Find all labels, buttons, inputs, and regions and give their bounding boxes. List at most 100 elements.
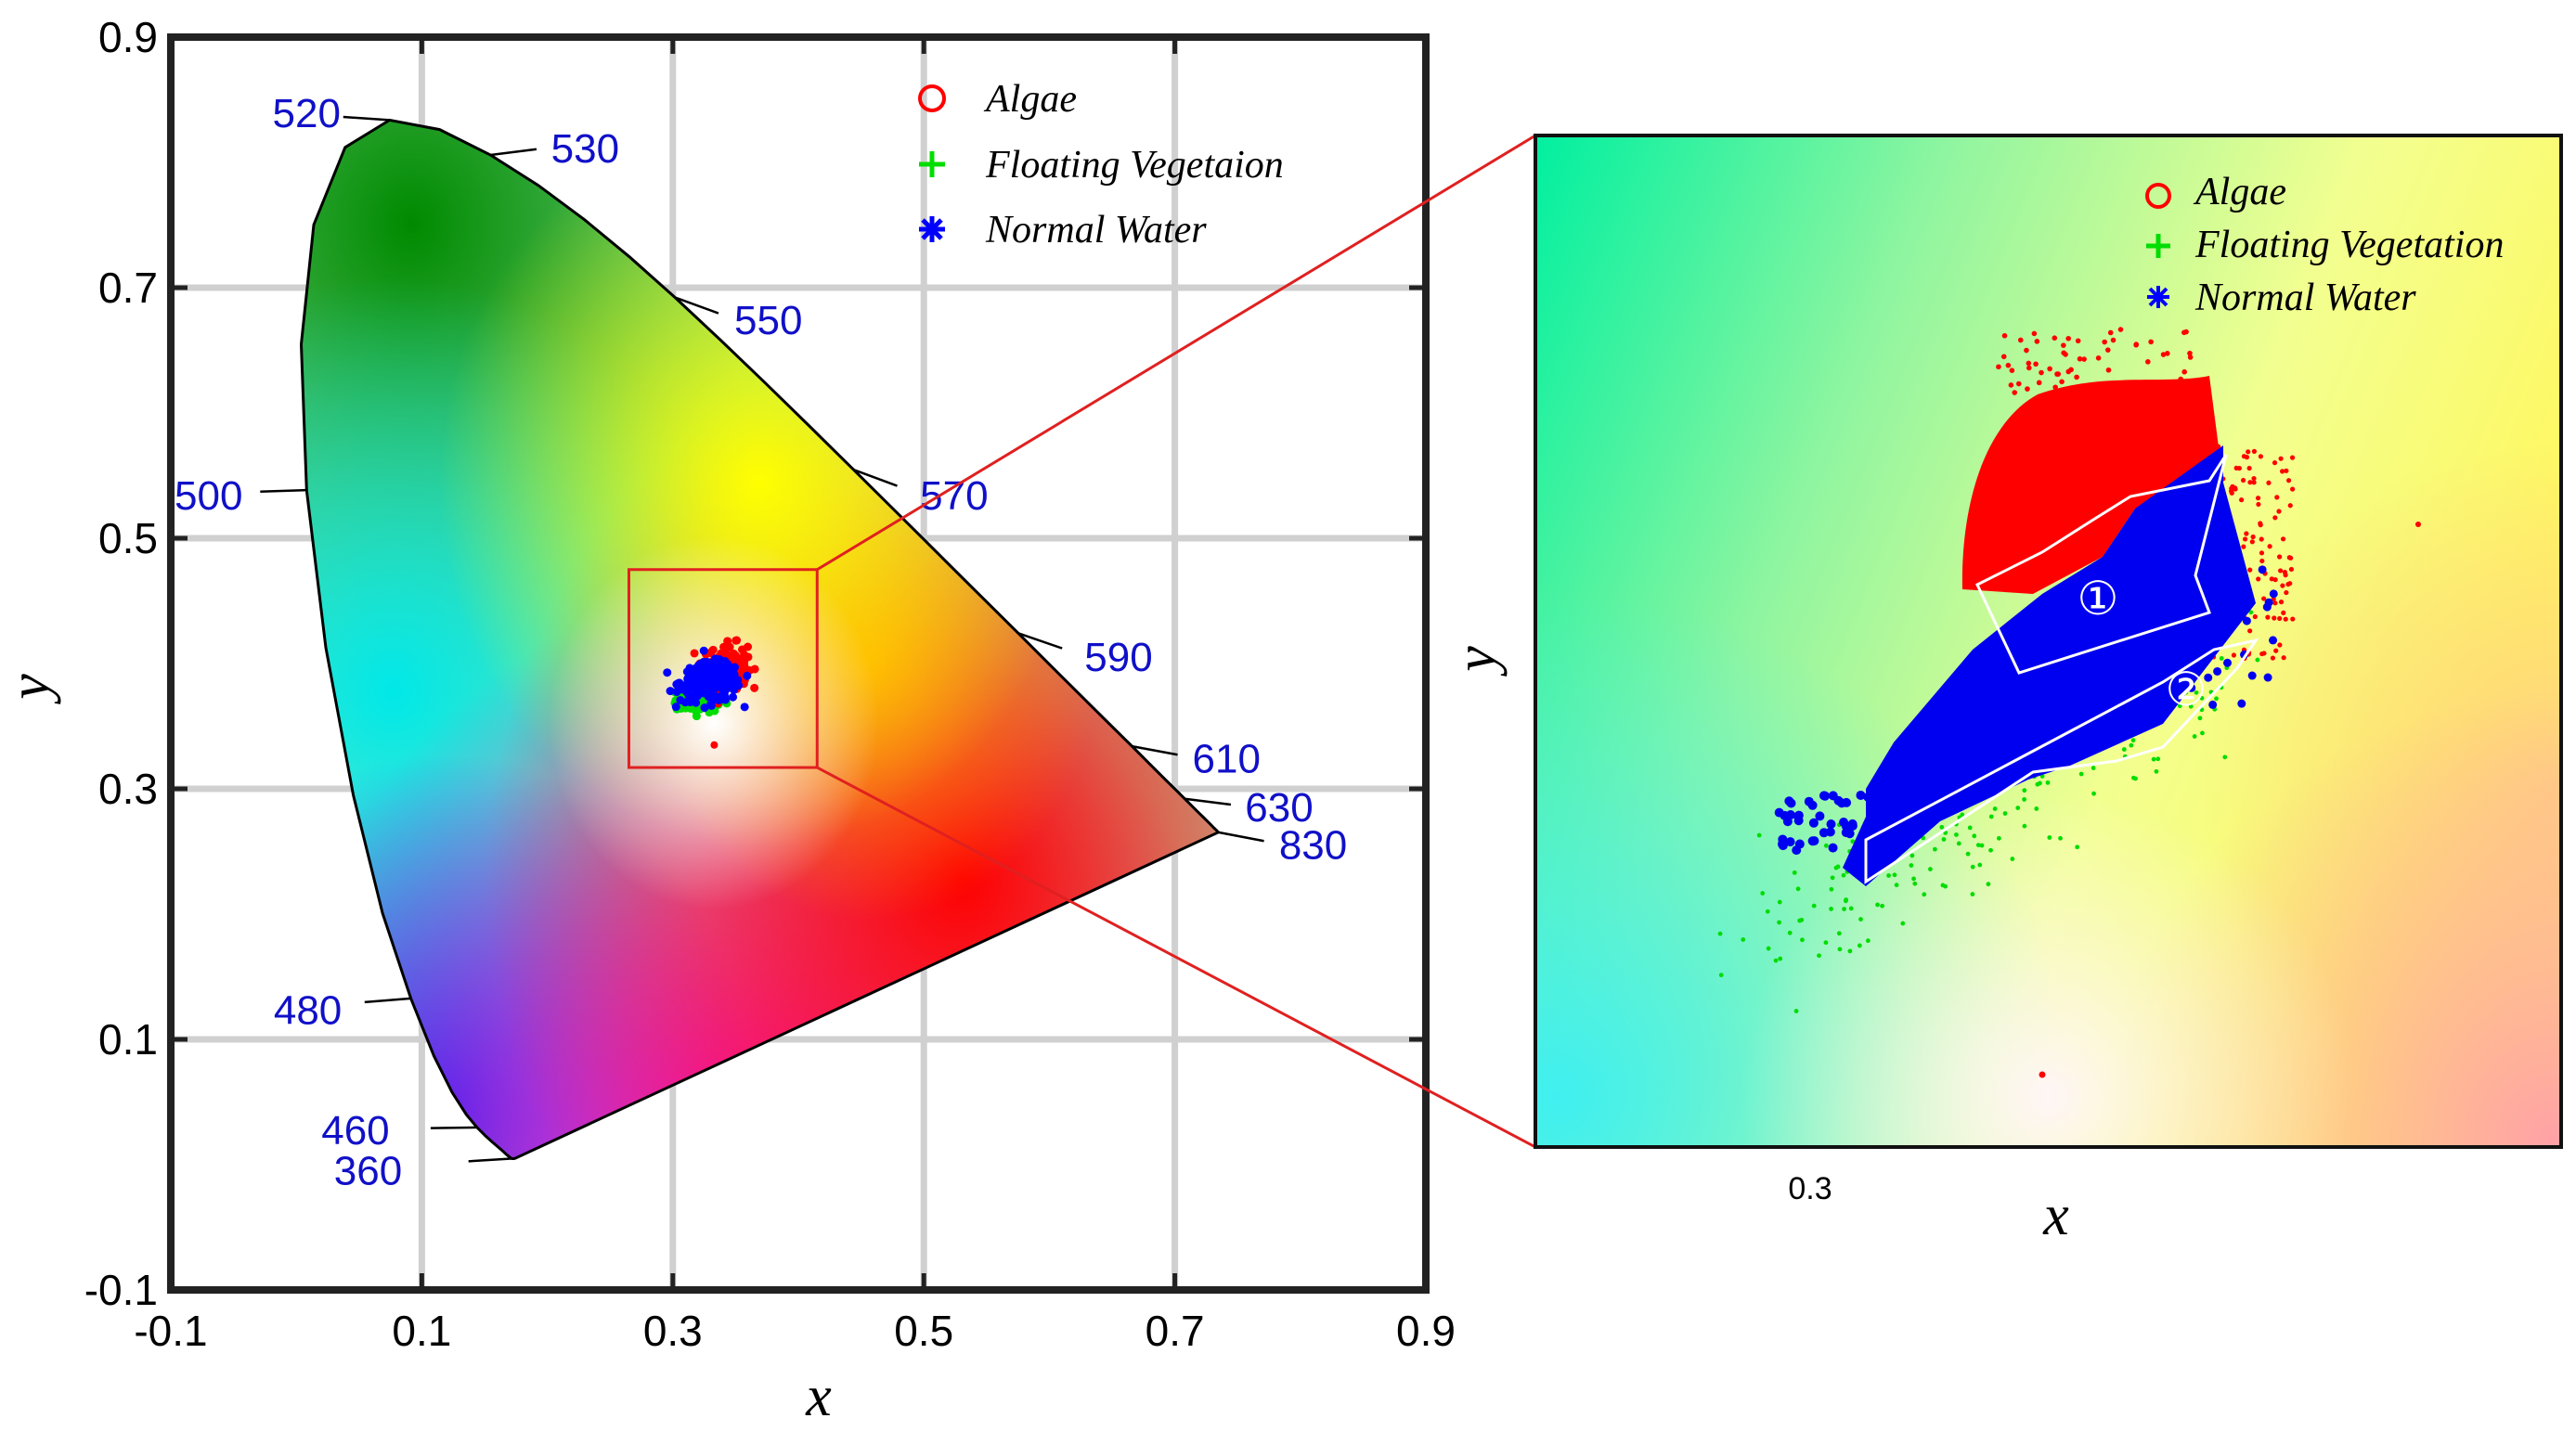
- inset-algae-point: [2008, 382, 2014, 388]
- main-point-normal-water: [712, 694, 721, 703]
- inset-vegetation-point: [1954, 832, 1959, 837]
- inset-algae-point: [2280, 469, 2285, 474]
- inset-water-point: [2264, 598, 2273, 607]
- inset-vegetation-point: [1777, 899, 1782, 905]
- inset-water-point: [2198, 605, 2207, 614]
- wavelength-tick-480: [364, 997, 411, 1004]
- inset-vegetation-point: [1847, 948, 1853, 954]
- inset-algae-point: [2277, 554, 2283, 560]
- inset-algae-point: [2259, 558, 2265, 564]
- inset-vegetation-point: [2058, 835, 2063, 841]
- inset-vegetation-point: [1765, 909, 1770, 914]
- inset-legend-algae-marker: [2145, 183, 2171, 209]
- inset-water-point: [2258, 565, 2267, 574]
- main-point-normal-water: [719, 688, 729, 697]
- inset-algae-point: [2283, 616, 2288, 622]
- inset-vegetation-point: [2194, 690, 2199, 695]
- inset-vegetation-point: [1777, 920, 1782, 925]
- main-point-normal-water: [677, 685, 686, 694]
- inset-algae-point: [2005, 362, 2012, 368]
- zoom-connectors: [816, 134, 1536, 1149]
- y-tick-label: 0.3: [98, 765, 158, 813]
- inset-vegetation-point: [1979, 843, 1985, 848]
- inset-water-point: [2237, 699, 2246, 708]
- inset-algae-point: [2249, 539, 2255, 545]
- inset-algae-point: [2164, 388, 2170, 394]
- main-point-normal-water: [715, 654, 724, 664]
- inset-vegetation-point: [1972, 833, 1977, 839]
- main-point-normal-water: [689, 682, 698, 691]
- inset-algae-point: [2265, 614, 2271, 620]
- inset-algae-point: [2274, 495, 2280, 500]
- inset-algae-point: [2105, 367, 2112, 373]
- inset-algae-point: [2201, 454, 2207, 459]
- wavelength-tick-530: [490, 148, 537, 157]
- inset-algae-point: [2133, 342, 2140, 347]
- inset-algae-point: [2065, 368, 2072, 375]
- inset-water-point: [1809, 836, 1819, 846]
- inset-algae-point: [2246, 465, 2252, 471]
- main-point-normal-water: [695, 688, 705, 697]
- inset-algae-point: [2052, 335, 2058, 341]
- wavelength-tick-570: [853, 468, 898, 487]
- inset-algae-point: [2259, 550, 2265, 556]
- main-point-normal-water: [686, 666, 695, 676]
- inset-algae-point: [2273, 648, 2279, 653]
- wavelength-label-610: 610: [1193, 736, 1261, 781]
- inset-algae-point: [2247, 567, 2253, 573]
- inset-vegetation-point: [1986, 882, 1991, 887]
- inset-vegetation-point: [1909, 853, 1915, 858]
- inset-algae-point: [2240, 477, 2246, 483]
- inset-algae-point: [2059, 379, 2065, 385]
- inset-vegetation-point: [2130, 738, 2136, 743]
- inset-algae-point: [2216, 444, 2221, 449]
- inset-vegetation-point: [1933, 846, 1937, 852]
- inset-vegetation-point: [2091, 791, 2096, 796]
- main-scatter-points: [663, 636, 759, 749]
- inset-vegetation-point: [1817, 953, 1821, 959]
- main-point-normal-water: [663, 668, 672, 677]
- inset-vegetation-point: [1967, 825, 1973, 831]
- y-tick-label: 0.1: [98, 1015, 158, 1064]
- inset-water-point: [2187, 683, 2196, 692]
- wavelength-label-830: 830: [1279, 822, 1347, 868]
- inset-algae-point: [2277, 615, 2283, 622]
- inset-water-point: [1786, 798, 1796, 808]
- legend-algae-marker: [918, 84, 946, 112]
- inset-algae-point: [2160, 352, 2167, 357]
- inset-algae-point: [2075, 338, 2081, 344]
- inset-vegetation-point: [1900, 921, 1906, 926]
- inset-vegetation-point: [2248, 610, 2254, 615]
- main-plot-frame: [167, 33, 1430, 1294]
- inset-water-point: [1855, 843, 1865, 853]
- main-point-algae: [744, 642, 753, 651]
- legend-vegetation-label: Floating Vegetaion: [985, 144, 1284, 187]
- inset-vegetation-point: [1797, 918, 1803, 923]
- inset-vegetation-point: [1848, 906, 1854, 911]
- main-point-normal-water: [705, 688, 714, 697]
- inset-algae-point: [2193, 387, 2198, 393]
- main-point-algae-outlier: [710, 741, 718, 749]
- inset-vegetation-point: [1844, 897, 1849, 902]
- inset-algae-point: [2261, 651, 2267, 656]
- inset-water-point: [1793, 816, 1804, 826]
- inset-vegetation-point: [1886, 873, 1891, 878]
- main-point-normal-water: [726, 665, 735, 675]
- inset-algae-point: [2259, 536, 2264, 542]
- spectral-locus-outline: [299, 118, 1222, 1160]
- inset-vegetation-point: [1718, 973, 1724, 978]
- inset-algae-point: [2239, 497, 2245, 503]
- inset-algae-point: [2017, 337, 2024, 343]
- wavelength-label-530: 530: [551, 126, 619, 172]
- inset-algae-point: [2244, 531, 2249, 536]
- inset-algae-point: [2280, 536, 2286, 542]
- inset-algae-point: [2242, 536, 2248, 542]
- wavelength-label-550: 550: [734, 298, 802, 343]
- inset-algae-point: [2110, 337, 2116, 343]
- inset-vegetation-point: [2200, 730, 2205, 736]
- inset-algae-point: [2026, 360, 2032, 367]
- inset-algae-point: [2024, 347, 2029, 354]
- inset-vegetation-point: [2154, 768, 2159, 774]
- inset-vegetation-point: [1836, 931, 1842, 936]
- inset-water-point: [1828, 843, 1838, 853]
